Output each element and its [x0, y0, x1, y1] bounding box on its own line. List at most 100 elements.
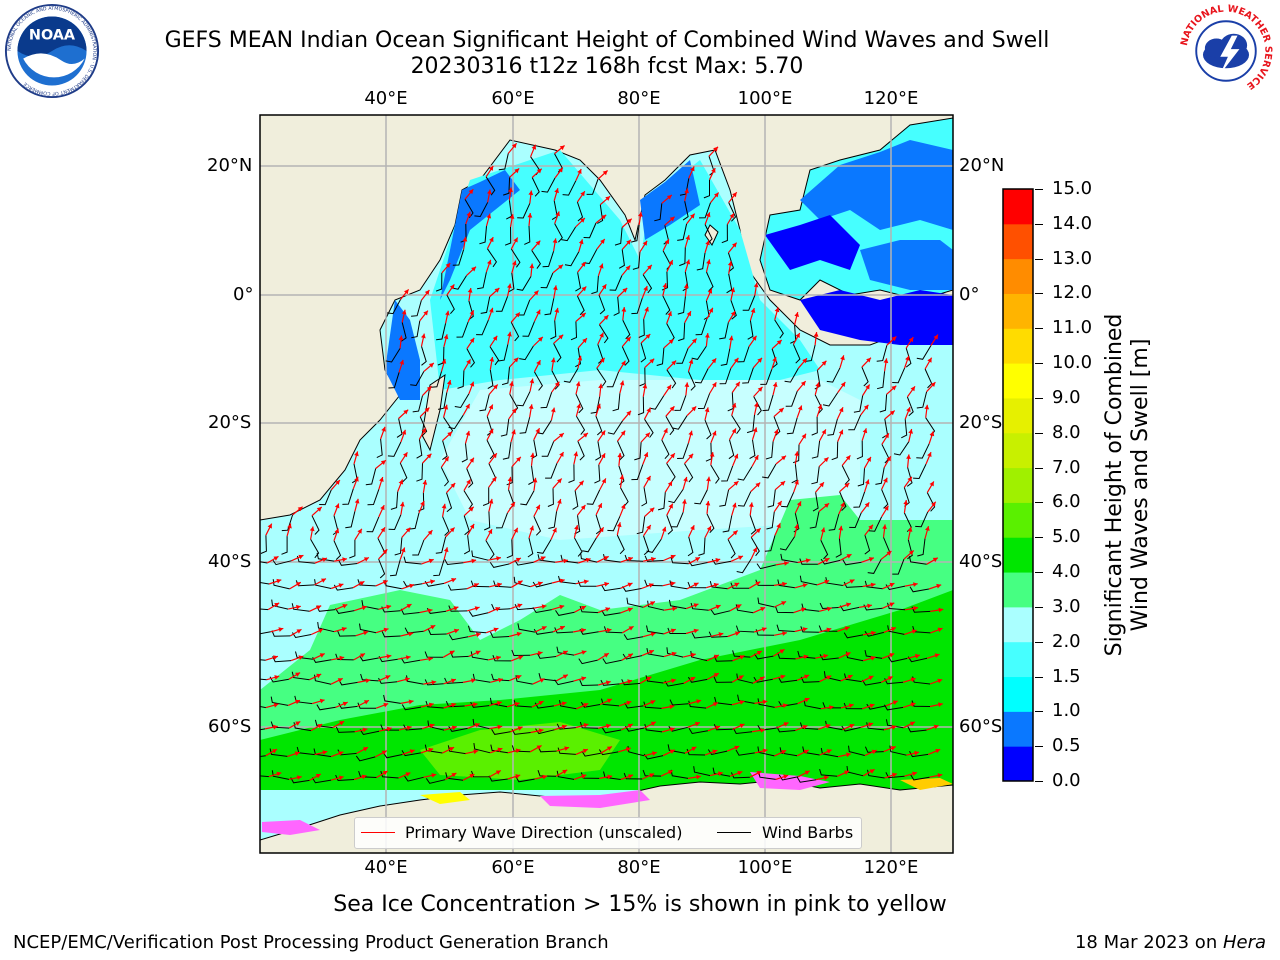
- wave-arrow: [726, 212, 735, 225]
- wave-arrow: [486, 404, 494, 417]
- wave-arrow: [709, 381, 717, 394]
- wind-barb: [359, 729, 380, 736]
- colorbar-segment: [1003, 397, 1033, 434]
- wind-barb: [906, 396, 914, 417]
- wave-arrow: [330, 479, 341, 491]
- wind-barb: [400, 322, 407, 342]
- wind-barb: [667, 627, 686, 634]
- wind-barb: [317, 622, 335, 633]
- wind-barb: [411, 300, 422, 317]
- wave-arrow: [531, 240, 541, 251]
- wind-barb: [820, 558, 841, 565]
- wind-barb: [614, 227, 623, 246]
- wave-arrow: [599, 478, 607, 491]
- wave-arrow: [706, 582, 719, 589]
- wave-arrow: [772, 674, 786, 680]
- wind-barb: [853, 395, 864, 413]
- wave-arrow: [706, 307, 714, 320]
- wave-arrow: [882, 582, 895, 590]
- wind-barb: [910, 774, 930, 781]
- legend-wind-barbs-label: Wind Barbs: [762, 823, 854, 842]
- wind-barb: [358, 770, 377, 778]
- wave-arrow: [687, 430, 693, 444]
- wind-barb: [510, 248, 521, 268]
- wind-barb: [887, 625, 905, 635]
- wave-arrow: [577, 355, 583, 369]
- wind-barb: [765, 441, 774, 460]
- wind-barb: [594, 464, 601, 484]
- wind-barb: [736, 558, 752, 574]
- wave-arrow: [507, 283, 512, 297]
- map-title-line2: 20230316 t12z 168h fcst Max: 5.70: [410, 54, 804, 79]
- wave-arrow: [880, 675, 894, 683]
- wave-arrow: [709, 452, 715, 466]
- wave-arrow: [487, 556, 502, 561]
- wave-arrow: [445, 606, 459, 612]
- wave-arrow: [885, 700, 899, 707]
- wave-arrow: [553, 701, 567, 707]
- wind-barb: [885, 719, 904, 729]
- wind-barb: [812, 492, 819, 512]
- wave-arrow: [489, 724, 503, 730]
- wind-barb: [735, 749, 755, 756]
- wave-arrow: [330, 751, 344, 758]
- colorbar-tick-mark: [1035, 189, 1043, 190]
- wind-barb: [575, 272, 582, 292]
- wave-arrow: [507, 501, 516, 514]
- wave-arrow: [797, 770, 810, 778]
- wave-arrow: [578, 239, 584, 252]
- wave-arrow: [531, 168, 543, 178]
- wind-barb: [612, 393, 621, 412]
- wave-arrow: [813, 332, 819, 346]
- wave-arrow: [795, 725, 808, 732]
- wind-barb: [575, 393, 584, 414]
- wind-barb: [842, 559, 862, 566]
- wave-arrow: [507, 774, 521, 780]
- wave-arrow: [929, 773, 943, 778]
- wave-arrow: [511, 260, 517, 274]
- wave-arrow: [903, 721, 916, 729]
- wave-arrow: [796, 380, 807, 392]
- wave-arrow: [333, 627, 347, 633]
- wave-arrow: [577, 337, 588, 349]
- wave-arrow: [748, 335, 757, 347]
- wave-arrow: [864, 749, 877, 757]
- wave-arrow: [511, 456, 522, 468]
- wind-barb: [260, 582, 270, 585]
- indonesian-seas-band: [800, 290, 953, 345]
- wind-barb: [381, 631, 401, 638]
- wind-barb: [656, 347, 665, 366]
- wave-arrow: [485, 528, 493, 541]
- wave-arrow: [398, 772, 411, 779]
- wind-barb: [777, 652, 796, 660]
- wind-barb: [470, 701, 490, 708]
- madagascar-land: [421, 373, 446, 452]
- wave-arrow: [903, 677, 916, 683]
- wind-barb: [492, 655, 512, 662]
- wind-barb: [686, 748, 706, 756]
- wave-arrow: [930, 607, 944, 613]
- wave-arrow: [575, 312, 587, 322]
- wind-barb: [732, 650, 751, 658]
- wind-barb: [819, 654, 839, 661]
- wave-arrow: [330, 677, 343, 685]
- footer-credit: NCEP/EMC/Verification Post Processing Pr…: [13, 932, 609, 953]
- colorbar-tick-mark: [1035, 328, 1043, 330]
- wave-arrow: [380, 426, 386, 440]
- wave-arrow: [528, 190, 534, 204]
- wind-barb: [856, 440, 863, 460]
- wave-arrow: [903, 550, 915, 560]
- colorbar-title-line1: Significant Height of Combined: [1102, 313, 1127, 657]
- wave-arrow: [510, 237, 519, 250]
- wave-arrow: [839, 553, 852, 561]
- colorbar-segment: [1003, 641, 1033, 678]
- wind-barb: [620, 487, 629, 507]
- wind-barb: [674, 395, 687, 411]
- wave-arrow: [929, 702, 943, 708]
- wind-barb: [823, 671, 841, 682]
- wave-arrow: [751, 427, 758, 440]
- wind-barb: [694, 368, 709, 384]
- wave-arrow: [357, 699, 370, 707]
- wind-barb: [706, 271, 714, 292]
- wave-arrow: [441, 262, 451, 274]
